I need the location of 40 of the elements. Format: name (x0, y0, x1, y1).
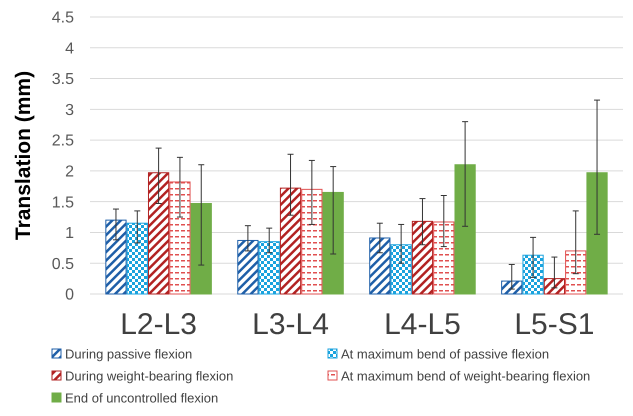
x-tick-label: L4-L5 (384, 308, 461, 341)
bar (237, 240, 259, 294)
bar (454, 164, 476, 294)
y-tick-label: 0.5 (52, 256, 74, 273)
x-tick-label: L5-S1 (514, 308, 594, 341)
bar (565, 250, 586, 294)
x-tick-label: L3-L4 (252, 308, 329, 341)
bar (322, 192, 344, 294)
bar (280, 188, 302, 294)
bar (586, 172, 608, 294)
legend-label: During passive flexion (65, 346, 192, 362)
y-tick-label: 3.5 (52, 71, 74, 88)
bar (148, 172, 170, 294)
bar (301, 188, 322, 294)
legend-label: End of uncontrolled flexion (65, 390, 218, 406)
y-tick-label: 1 (65, 225, 74, 242)
legend-label: At maximum bend of passive flexion (341, 346, 550, 362)
y-tick-label: 4.5 (52, 10, 74, 27)
y-tick-label: 1.5 (52, 194, 74, 212)
y-tick-label: 3 (65, 102, 74, 119)
bar (126, 222, 148, 294)
bar (522, 254, 544, 294)
y-axis-title: Translation (mm) (12, 70, 35, 240)
bar (169, 181, 191, 294)
bar (501, 280, 522, 294)
legend-label: At maximum bend of weight-bearing flexion (341, 368, 590, 384)
bar (390, 244, 412, 294)
y-tick-label: 0 (65, 286, 74, 304)
bar (369, 237, 390, 294)
bar (258, 241, 280, 294)
bar (544, 278, 566, 294)
legend-label: During weight-bearing flexion (65, 368, 234, 384)
bar (433, 221, 454, 294)
bar (412, 220, 434, 294)
bar (105, 220, 127, 294)
y-tick-label: 2.5 (52, 132, 74, 150)
y-tick-label: 4 (65, 40, 74, 58)
y-tick-label: 2 (65, 163, 74, 180)
x-tick-label: L2-L3 (120, 308, 197, 341)
bar (190, 203, 212, 294)
